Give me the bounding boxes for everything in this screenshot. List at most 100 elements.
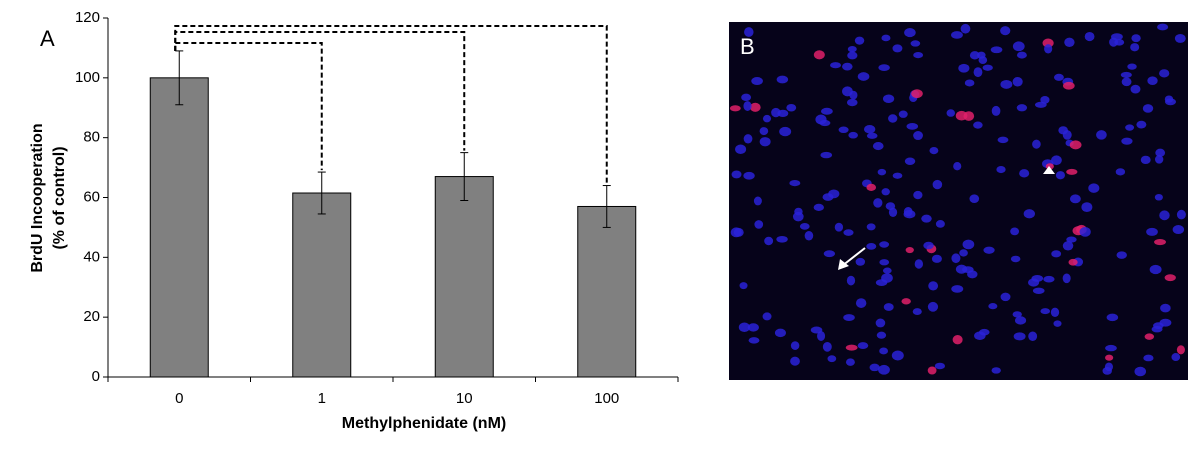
nucleus [1055, 171, 1065, 180]
nucleus [877, 168, 887, 176]
nucleus [932, 179, 943, 190]
nucleus [1016, 104, 1028, 112]
nucleus [1069, 140, 1082, 150]
nucleus [921, 214, 932, 223]
nucleus [869, 363, 880, 372]
x-tick-label: 100 [594, 390, 619, 407]
nucleus [820, 151, 833, 159]
nucleus [743, 134, 753, 144]
nucleus [735, 144, 747, 155]
nucleus [1051, 250, 1062, 258]
nucleus [964, 79, 975, 87]
bar [292, 192, 352, 378]
nucleus [906, 123, 919, 130]
nucleus [903, 206, 913, 217]
nucleus [1032, 287, 1045, 294]
error-bar [317, 171, 326, 215]
nucleus [1051, 155, 1062, 166]
nucleus [910, 40, 921, 47]
nucleus [1106, 313, 1119, 322]
nucleus [762, 114, 772, 123]
nucleus [790, 356, 800, 366]
nucleus [846, 98, 858, 107]
bar [577, 205, 637, 378]
y-tick-label: 120 [75, 9, 100, 26]
significance-bracket [174, 31, 466, 151]
nucleus [738, 322, 750, 333]
nucleus [1159, 210, 1170, 221]
nucleus [1043, 275, 1055, 283]
nucleus [1154, 155, 1164, 164]
nucleus [1028, 278, 1040, 287]
nucleus [1010, 255, 1021, 263]
y-tick-label: 80 [83, 129, 100, 146]
nucleus [754, 220, 764, 229]
nucleus [1088, 183, 1100, 193]
nucleus [1084, 31, 1095, 42]
nucleus [1136, 120, 1147, 129]
nucleus [1115, 168, 1126, 176]
nucleus [747, 323, 759, 332]
nucleus [748, 337, 760, 344]
significance-bracket [174, 25, 608, 184]
nucleus [991, 367, 1001, 374]
nucleus [848, 131, 858, 139]
nucleus [786, 103, 797, 112]
nucleus [819, 119, 831, 127]
nucleus [923, 241, 934, 250]
nucleus [1105, 354, 1114, 361]
arrow-head [838, 259, 849, 270]
nucleus [842, 86, 853, 97]
nucleus [1116, 251, 1127, 259]
arrow [841, 247, 866, 267]
nucleus [951, 285, 964, 293]
nucleus [1121, 77, 1132, 87]
nucleus [847, 46, 857, 53]
nucleus [845, 344, 858, 351]
nucleus [827, 355, 837, 363]
nucleus [1053, 320, 1062, 327]
nucleus [951, 31, 963, 39]
nucleus [879, 259, 890, 266]
nucleus [779, 126, 792, 137]
nucleus [845, 358, 855, 366]
nucleus [776, 235, 788, 243]
nucleus [934, 362, 946, 370]
nucleus [817, 331, 826, 341]
nucleus [1014, 316, 1027, 325]
nucleus [823, 250, 836, 258]
y-tick-label: 60 [83, 188, 100, 205]
nucleus [892, 44, 903, 53]
nucleus [951, 253, 961, 264]
bar [149, 77, 209, 378]
nucleus [1050, 307, 1060, 317]
nucleus [1176, 209, 1186, 220]
nucleus [1012, 311, 1022, 318]
bar [434, 176, 494, 378]
nucleus [1121, 137, 1133, 145]
nucleus [1053, 73, 1064, 81]
x-tick-label: 10 [456, 390, 473, 407]
nucleus [857, 72, 870, 81]
nucleus [1012, 76, 1023, 87]
nucleus [1154, 238, 1166, 246]
error-bar [460, 152, 469, 201]
nucleus [1032, 139, 1041, 149]
nucleus [875, 279, 888, 287]
nucleus [774, 328, 786, 338]
nucleus [1134, 366, 1147, 377]
nucleus [1016, 51, 1027, 59]
nucleus [931, 254, 942, 263]
nucleus [901, 298, 911, 305]
nucleus [822, 193, 834, 201]
y-tick-label: 100 [75, 69, 100, 86]
nucleus [771, 107, 781, 118]
nucleus [996, 166, 1006, 174]
nucleus [952, 335, 963, 345]
y-tick-label: 0 [92, 368, 100, 385]
nucleus [857, 342, 869, 350]
nucleus [830, 62, 842, 69]
nucleus [794, 207, 803, 216]
nucleus [888, 114, 898, 123]
